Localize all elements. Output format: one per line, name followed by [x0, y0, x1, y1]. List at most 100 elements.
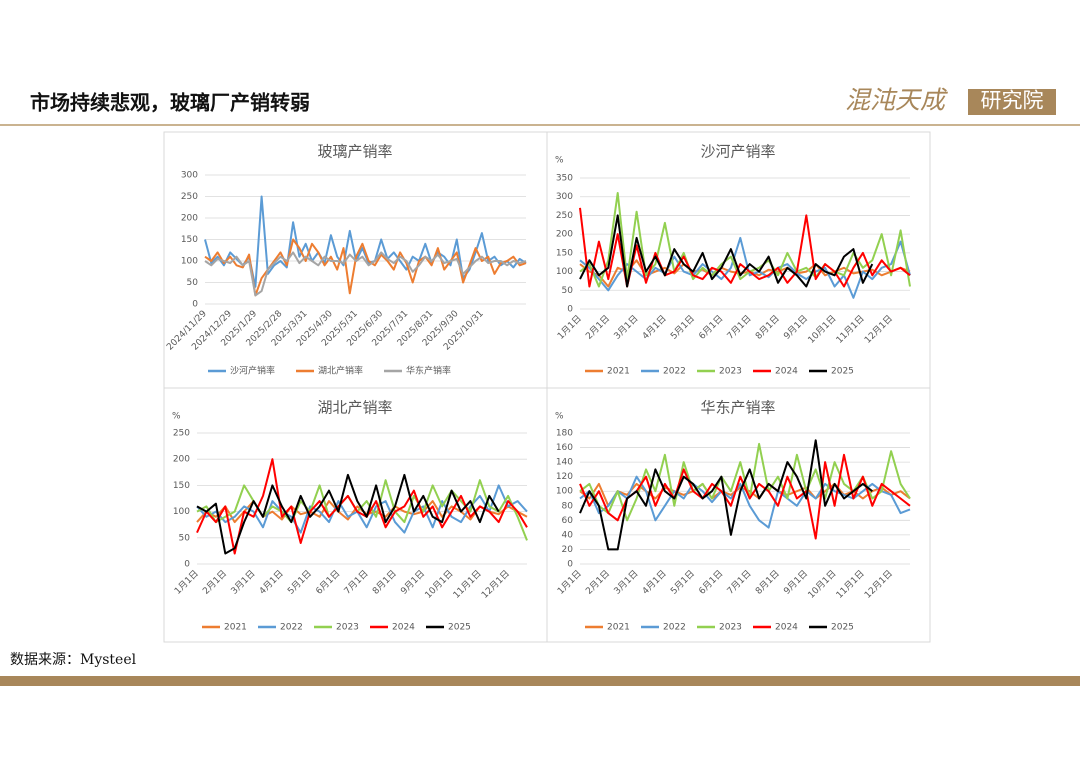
x-tick-label: 2月1日 — [201, 568, 230, 597]
legend-label: 2022 — [280, 623, 303, 633]
series-line — [204, 238, 527, 297]
series-line — [579, 214, 874, 288]
y-tick-label: 150 — [181, 235, 198, 245]
y-tick-label: 100 — [173, 507, 190, 517]
series-line — [204, 195, 527, 288]
legend-label: 2021 — [607, 623, 630, 633]
legend-label: 湖北产销率 — [318, 365, 363, 377]
x-tick-label: 10月1日 — [806, 313, 839, 346]
y-tick-label: 80 — [562, 501, 574, 511]
x-tick-label: 12月1日 — [862, 313, 895, 346]
y-tick-label: 100 — [181, 257, 198, 267]
y-tick-label: 0 — [184, 560, 190, 570]
x-tick-label: 2月1日 — [584, 568, 613, 597]
y-tick-label: 200 — [181, 214, 198, 224]
legend-label: 沙河产销率 — [230, 365, 275, 377]
y-tick-label: 250 — [181, 192, 198, 202]
logo-box — [968, 89, 1056, 115]
x-tick-label: 9月1日 — [399, 568, 428, 597]
y-unit: % — [172, 412, 181, 422]
x-tick-label: 11月1日 — [834, 568, 867, 601]
source-note: 数据来源：Mysteel — [10, 652, 137, 668]
x-tick-label: 8月1日 — [753, 313, 782, 342]
y-tick-label: 300 — [556, 192, 573, 202]
x-tick-label: 11月1日 — [451, 568, 484, 601]
y-tick-label: 200 — [173, 455, 190, 465]
y-tick-label: 50 — [179, 533, 191, 543]
legend-label: 2022 — [663, 367, 686, 377]
legend-label: 2025 — [831, 367, 854, 377]
series-line — [579, 236, 911, 299]
x-tick-label: 12月1日 — [862, 568, 895, 601]
x-tick-label: 8月1日 — [753, 568, 782, 597]
logo-box-text: 研究院 — [981, 89, 1044, 113]
x-tick-label: 7月1日 — [342, 568, 371, 597]
y-tick-label: 20 — [562, 545, 574, 555]
legend-label: 2025 — [448, 623, 471, 633]
series-line — [204, 251, 527, 297]
x-tick-label: 9月1日 — [782, 313, 811, 342]
y-tick-label: 150 — [173, 481, 190, 491]
legend-label: 2021 — [224, 623, 247, 633]
logo-text: 混沌天成 — [845, 86, 948, 115]
y-tick-label: 160 — [556, 443, 573, 453]
series-line — [196, 473, 500, 555]
legend-label: 2023 — [719, 623, 742, 633]
x-tick-label: 3月1日 — [612, 568, 641, 597]
series-line — [196, 458, 528, 555]
series-line — [579, 207, 911, 288]
chart-title: 玻璃产销率 — [317, 143, 392, 161]
x-tick-label: 10月1日 — [423, 568, 456, 601]
legend-label: 2022 — [663, 623, 686, 633]
x-tick-label: 4月1日 — [640, 313, 669, 342]
x-tick-label: 11月1日 — [834, 313, 867, 346]
y-tick-label: 120 — [556, 472, 573, 482]
x-tick-label: 8月1日 — [370, 568, 399, 597]
y-tick-label: 250 — [556, 211, 573, 221]
legend-label: 2021 — [607, 367, 630, 377]
legend-label: 华东产销率 — [406, 365, 451, 377]
chart-title: 华东产销率 — [700, 399, 775, 417]
y-tick-label: 0 — [192, 300, 198, 310]
y-tick-label: 0 — [567, 305, 573, 315]
chart-title: 湖北产销率 — [317, 399, 392, 417]
x-tick-label: 1月1日 — [172, 568, 201, 597]
y-tick-label: 300 — [181, 171, 198, 181]
x-tick-label: 6月1日 — [314, 568, 343, 597]
y-tick-label: 50 — [187, 278, 199, 288]
x-tick-label: 5月1日 — [668, 313, 697, 342]
y-tick-label: 100 — [556, 267, 573, 277]
x-tick-label: 1月1日 — [555, 568, 584, 597]
x-tick-label: 4月1日 — [257, 568, 286, 597]
legend-label: 2024 — [775, 367, 798, 377]
x-tick-label: 1月1日 — [555, 313, 584, 342]
y-tick-label: 100 — [556, 487, 573, 497]
y-tick-label: 180 — [556, 429, 573, 439]
x-tick-label: 4月1日 — [640, 568, 669, 597]
series-line — [579, 439, 873, 551]
y-tick-label: 60 — [562, 516, 574, 526]
x-tick-label: 5月1日 — [285, 568, 314, 597]
series-line — [579, 259, 911, 288]
footer-bar — [0, 676, 1080, 686]
x-tick-label: 7月1日 — [725, 568, 754, 597]
y-tick-label: 150 — [556, 248, 573, 258]
legend-label: 2023 — [336, 623, 359, 633]
x-tick-label: 5月1日 — [668, 568, 697, 597]
legend-label: 2023 — [719, 367, 742, 377]
y-unit: % — [555, 156, 564, 166]
legend-label: 2024 — [775, 623, 798, 633]
y-tick-label: 200 — [556, 230, 573, 240]
x-tick-label: 6月1日 — [697, 313, 726, 342]
legend-label: 2024 — [392, 623, 415, 633]
chart-title: 沙河产销率 — [700, 143, 775, 161]
y-tick-label: 50 — [562, 286, 574, 296]
y-tick-label: 40 — [562, 530, 574, 540]
y-tick-label: 0 — [567, 560, 573, 570]
x-tick-label: 3月1日 — [229, 568, 258, 597]
x-tick-label: 10月1日 — [806, 568, 839, 601]
x-tick-label: 12月1日 — [479, 568, 512, 601]
x-tick-label: 7月1日 — [725, 313, 754, 342]
